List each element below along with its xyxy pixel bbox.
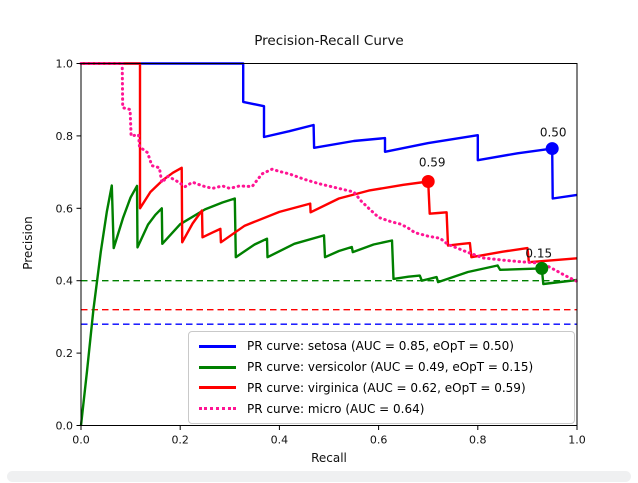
legend-line-sample-virginica [199,386,236,390]
legend-label-micro: PR curve: micro (AUC = 0.64) [247,401,425,416]
y-tick-label: 0.2 [56,347,74,360]
x-tick-label: 0.2 [171,434,189,447]
y-axis-label: Precision [21,216,35,270]
pr-curve-micro [79,62,579,283]
x-tick-label: 0.4 [271,434,289,447]
eopt-marker-versicolor [535,261,549,275]
legend-item-virginica: PR curve: virginica (AUC = 0.62, eOpT = … [195,381,568,395]
legend-label-versicolor: PR curve: versicolor (AUC = 0.49, eOpT =… [247,360,534,375]
pr-curve-setosa [81,62,578,200]
x-tick-label: 0.0 [72,434,90,447]
eopt-annotation-versicolor: 0.15 [525,246,552,260]
legend-item-micro: PR curve: micro (AUC = 0.64) [195,402,568,416]
axes-frame [80,63,578,426]
pr-curve-virginica [81,62,578,264]
y-tick-label: 1.0 [56,58,74,71]
x-axis-label: Recall [311,451,347,465]
y-tick-label: 0.4 [56,275,74,288]
y-tick-label: 0.6 [56,202,74,215]
legend-label-setosa: PR curve: setosa (AUC = 0.85, eOpT = 0.5… [247,339,514,354]
x-tick-label: 0.6 [370,434,388,447]
chart-title: Precision-Recall Curve [254,33,404,49]
horizontal-scrollbar[interactable] [7,471,631,482]
y-tick-label: 0.0 [56,420,74,433]
legend-item-setosa: PR curve: setosa (AUC = 0.85, eOpT = 0.5… [195,339,568,353]
eopt-marker-setosa [545,142,559,156]
y-tick-label: 0.8 [56,130,74,143]
x-tick-label: 1.0 [568,434,586,447]
eopt-marker-virginica [421,175,435,189]
legend: PR curve: setosa (AUC = 0.85, eOpT = 0.5… [188,331,575,424]
eopt-annotation-virginica: 0.59 [419,156,446,170]
legend-line-sample-versicolor [199,365,236,369]
legend-line-sample-setosa [199,344,236,348]
legend-item-versicolor: PR curve: versicolor (AUC = 0.49, eOpT =… [195,360,568,374]
eopt-annotation-setosa: 0.50 [540,126,567,140]
legend-label-virginica: PR curve: virginica (AUC = 0.62, eOpT = … [247,380,526,395]
pr-curve-versicolor [79,184,578,426]
legend-line-sample-micro [199,407,236,411]
x-tick-label: 0.8 [469,434,487,447]
